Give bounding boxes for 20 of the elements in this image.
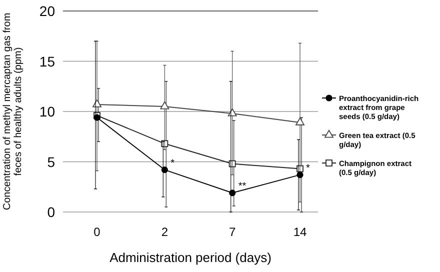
point: [161, 166, 168, 174]
annotation: **: [238, 180, 246, 192]
x-axis-title: Administration period (days): [110, 250, 272, 265]
x-tick-label: 14: [293, 225, 307, 239]
y-tick-label: 0: [47, 204, 56, 220]
y-tick-label: 10: [39, 104, 56, 120]
y-tick-label: 15: [39, 53, 56, 70]
point: [160, 101, 170, 110]
x-tick-label: 0: [94, 225, 101, 239]
x-tick-label: 7: [228, 225, 236, 239]
point: [296, 117, 304, 126]
y-axis-title: Concentration of methyl mercaptan gas from feces of healthy adults (ppm): [2, 12, 24, 210]
point: [296, 172, 304, 178]
y-tick-label: 20: [39, 3, 56, 19]
annotation: *: [170, 158, 175, 169]
point: [229, 190, 236, 196]
y-tick-label: 5: [47, 154, 56, 170]
x-tick-label: 2: [161, 225, 168, 239]
annotation: *: [306, 162, 310, 174]
point: [228, 108, 237, 116]
